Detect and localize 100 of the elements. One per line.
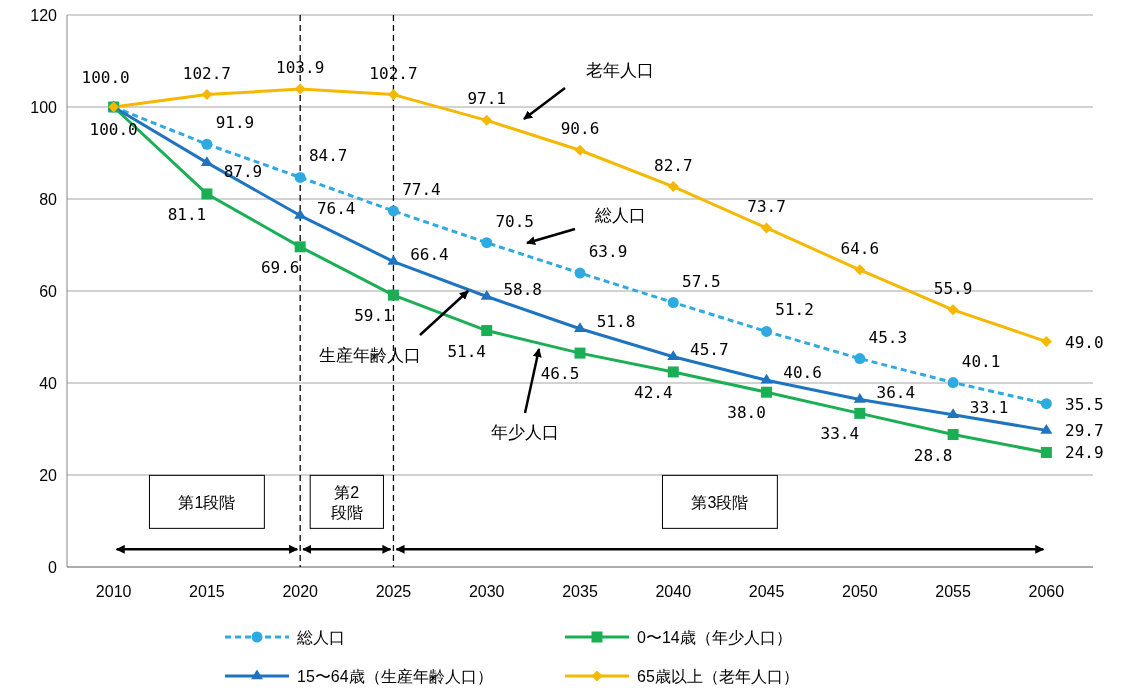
point	[1040, 423, 1053, 434]
data-label: 64.6	[840, 238, 880, 258]
point	[1040, 398, 1052, 410]
annotation: 第3段階	[691, 493, 749, 511]
data-label: 38.0	[727, 403, 766, 423]
annotation: 総人口	[593, 206, 646, 225]
data-label: 55.9	[933, 278, 973, 298]
y-tick-label: 60	[39, 283, 58, 300]
point	[294, 171, 306, 183]
point	[574, 347, 586, 359]
data-label: 49.0	[1065, 332, 1104, 352]
data-label: 81.1	[167, 204, 207, 224]
data-label: 36.4	[876, 382, 916, 402]
point	[201, 138, 213, 150]
point	[481, 114, 493, 126]
data-label: 100.0	[81, 68, 130, 87]
data-label: 40.6	[783, 363, 822, 383]
x-tick-label: 2025	[375, 583, 412, 600]
point	[947, 304, 959, 316]
point	[854, 353, 866, 365]
data-label: 87.9	[223, 161, 263, 181]
point	[667, 366, 679, 378]
point	[574, 144, 586, 156]
point	[667, 181, 679, 193]
x-tick-label: 2015	[189, 583, 225, 600]
annotation: 年少人口	[491, 423, 559, 442]
y-tick-label: 100	[30, 99, 58, 116]
x-tick-label: 2020	[282, 583, 319, 600]
point	[574, 267, 586, 279]
x-tick-label: 2050	[842, 583, 878, 600]
point	[667, 350, 680, 361]
data-label: 102.7	[182, 63, 231, 83]
point	[854, 264, 866, 276]
point	[947, 377, 959, 389]
point	[761, 386, 773, 398]
point	[201, 89, 213, 101]
x-tick-label: 2055	[935, 583, 971, 600]
data-label: 102.7	[369, 63, 418, 83]
data-label: 51.8	[596, 311, 636, 331]
y-tick-label: 20	[39, 467, 58, 484]
point	[1040, 336, 1052, 348]
data-label: 33.1	[969, 397, 1009, 417]
data-label: 45.3	[868, 327, 908, 347]
point	[854, 407, 866, 419]
data-label: 51.4	[447, 341, 486, 361]
data-label: 42.4	[634, 382, 673, 402]
point	[947, 408, 960, 418]
point	[387, 289, 399, 301]
annotation: 老年人口	[586, 61, 654, 80]
data-label: 58.8	[503, 279, 542, 299]
data-label: 24.9	[1065, 443, 1104, 463]
data-label: 63.9	[588, 242, 628, 262]
legend-label: 0〜14歳（年少人口）	[637, 629, 792, 646]
point	[761, 222, 773, 234]
y-tick-label: 40	[39, 375, 58, 392]
point	[481, 237, 493, 249]
point	[387, 89, 399, 101]
point	[760, 373, 773, 384]
point	[481, 325, 493, 337]
data-label: 100.0	[89, 120, 138, 139]
point	[387, 205, 399, 217]
point	[574, 322, 586, 332]
data-label: 51.2	[775, 300, 814, 320]
x-tick-label: 2030	[468, 583, 505, 600]
data-label: 97.1	[467, 89, 506, 109]
x-tick-label: 2035	[562, 583, 598, 600]
point	[200, 156, 213, 166]
point	[201, 188, 213, 200]
data-label: 57.5	[682, 271, 721, 291]
y-tick-label: 120	[30, 7, 58, 24]
point	[667, 297, 679, 308]
data-label: 84.7	[308, 146, 348, 166]
data-label: 33.4	[820, 424, 860, 444]
data-label: 90.6	[560, 119, 600, 139]
data-label: 45.7	[690, 339, 729, 359]
point	[294, 83, 306, 95]
legend-label: 65歳以上（老年人口）	[637, 668, 799, 685]
y-tick-label: 80	[39, 191, 58, 208]
data-label: 77.4	[402, 179, 441, 199]
data-label: 73.7	[747, 196, 786, 216]
legend-label: 15〜64歳（生産年齢人口）	[297, 668, 493, 685]
data-label: 70.5	[495, 211, 534, 231]
data-label: 103.9	[276, 58, 325, 78]
data-label: 29.7	[1065, 421, 1104, 441]
data-label: 69.6	[260, 257, 300, 277]
x-tick-label: 2060	[1028, 583, 1065, 600]
data-label: 82.7	[654, 155, 693, 175]
point	[947, 429, 959, 441]
legend-label: 総人口	[296, 629, 345, 646]
annotation: 第1段階	[178, 493, 236, 511]
data-label: 35.5	[1065, 394, 1104, 414]
data-label: 59.1	[354, 306, 393, 326]
data-label: 91.9	[215, 113, 255, 133]
data-label: 76.4	[316, 198, 356, 218]
y-tick-label: 0	[48, 559, 58, 576]
data-label: 28.8	[913, 445, 953, 465]
x-tick-label: 2040	[655, 583, 692, 600]
x-tick-label: 2010	[95, 583, 132, 600]
point	[294, 241, 306, 253]
annotation: 第2段階	[330, 483, 363, 521]
